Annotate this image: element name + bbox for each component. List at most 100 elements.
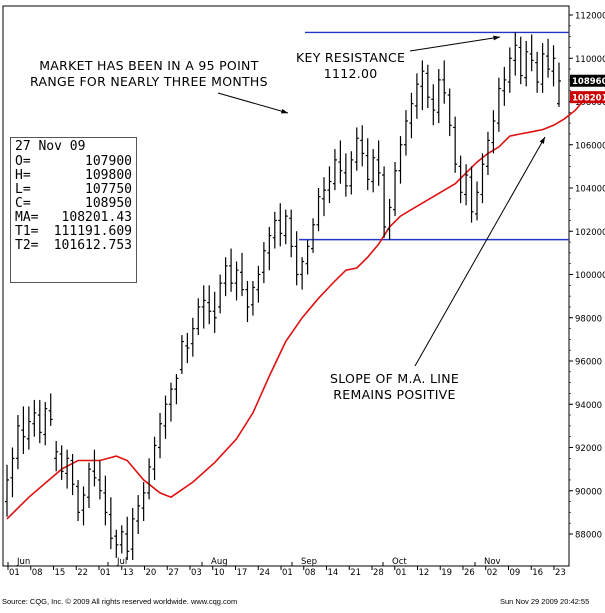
ohlc-bar xyxy=(229,248,234,292)
ohlc-bar xyxy=(114,529,119,558)
y-tick-label: 110000 xyxy=(575,55,605,65)
x-tick-label: 10 xyxy=(214,568,225,578)
ohlc-value: 101612.753 xyxy=(53,238,132,253)
ohlc-bar xyxy=(152,436,157,480)
ohlc-bar xyxy=(420,60,425,111)
ohlc-bar xyxy=(256,265,261,303)
ohlc-bar xyxy=(343,153,348,197)
y-tick-label: 112000 xyxy=(575,12,605,22)
ohlc-bar xyxy=(48,393,53,426)
ohlc-bar xyxy=(174,373,179,405)
ohlc-bar xyxy=(26,406,31,450)
ohlc-bar xyxy=(190,317,195,357)
x-tick-label: 01 xyxy=(9,568,20,578)
ohlc-bar xyxy=(321,177,326,217)
ohlc-bar xyxy=(125,516,130,560)
ohlc-bar xyxy=(464,164,469,206)
ohlc-bar xyxy=(108,497,113,550)
ohlc-bar xyxy=(393,162,398,217)
ohlc-bar xyxy=(261,242,266,284)
annotation-key-resistance: KEY RESISTANCE 1112.00 xyxy=(296,50,406,81)
y-tick-label: 98000 xyxy=(575,314,602,324)
x-tick-label: 14 xyxy=(328,568,339,578)
ohlc-bar xyxy=(272,211,277,249)
x-tick-label: 27 xyxy=(168,568,179,578)
ohlc-bar xyxy=(240,252,245,297)
ohlc-bar xyxy=(513,32,518,76)
ohlc-value: 107750 xyxy=(85,182,132,197)
y-tick-label: 100000 xyxy=(575,271,605,281)
ohlc-bar xyxy=(278,203,283,247)
ohlc-bar xyxy=(496,77,501,132)
ohlc-bar xyxy=(207,285,212,325)
price-label-box xyxy=(570,91,605,104)
month-label: Aug xyxy=(211,557,228,567)
ohlc-bar xyxy=(92,449,97,487)
ohlc-bar xyxy=(59,445,64,480)
ohlc-bar xyxy=(119,525,124,554)
x-tick-label: 17 xyxy=(237,568,248,578)
y-tick-label: 94000 xyxy=(575,401,602,411)
ohlc-bar xyxy=(485,131,490,176)
ohlc-bar xyxy=(245,280,250,323)
x-tick-label: 08 xyxy=(305,568,316,578)
ohlc-row-close: C= 108950 xyxy=(11,197,136,211)
plot-area xyxy=(2,5,570,567)
moving-average-line xyxy=(6,96,587,520)
ohlc-bar xyxy=(305,239,310,275)
y-tick-label: 106000 xyxy=(575,141,605,151)
ohlc-label: H= xyxy=(15,168,31,183)
ohlc-bar xyxy=(425,64,430,108)
ohlc-bar xyxy=(223,257,228,297)
ohlc-bar xyxy=(81,486,86,526)
ohlc-bar xyxy=(403,110,408,156)
month-label: Nov xyxy=(484,557,501,567)
key-resistance-arrow xyxy=(409,36,501,52)
x-tick-label: 28 xyxy=(373,568,384,578)
ohlc-bar xyxy=(76,479,81,522)
ohlc-bar xyxy=(158,412,163,459)
ohlc-bar xyxy=(338,140,343,184)
ohlc-bar xyxy=(5,464,9,517)
annotation-slope: SLOPE OF M.A. LINE REMAINS POSITIVE xyxy=(330,371,460,402)
ohlc-bar xyxy=(409,92,414,139)
ohlc-bar xyxy=(551,45,556,87)
y-tick-label: 104000 xyxy=(575,185,605,195)
ohlc-bar xyxy=(535,51,540,93)
ohlc-bar xyxy=(43,402,48,446)
ohlc-label: O= xyxy=(15,154,31,169)
ohlc-bar xyxy=(349,151,354,195)
ohlc-bar xyxy=(179,335,184,374)
ohlc-bar xyxy=(250,280,255,316)
ohlc-bar xyxy=(70,453,75,496)
month-label: Jul xyxy=(116,557,127,567)
market-range-arrow xyxy=(217,92,289,114)
ohlc-bar xyxy=(507,47,512,93)
ohlc-label: T2= xyxy=(15,238,39,253)
x-tick-label: 01 xyxy=(282,568,293,578)
key-resistance-arrow-head xyxy=(493,35,500,41)
ohlc-bar xyxy=(168,382,173,422)
ohlc-bar xyxy=(382,166,387,238)
ohlc-bar xyxy=(529,34,534,72)
month-label: Oct xyxy=(392,557,407,567)
ohlc-bar xyxy=(65,449,70,489)
ohlc-bar xyxy=(431,84,436,126)
ohlc-bar xyxy=(469,166,474,223)
ohlc-bar xyxy=(147,458,152,500)
ohlc-info-box: 27 Nov 09 O= 107900 H= 109800 L= 107750 C= 1… xyxy=(10,137,137,283)
price-label-box xyxy=(570,74,605,87)
ohlc-bar xyxy=(130,508,135,560)
ohlc-bar xyxy=(458,155,463,204)
ohlc-bar xyxy=(15,415,20,470)
market-range-arrow-head xyxy=(281,108,288,114)
annotation-market-range: MARKET HAS BEEN IN A 95 POINT RANGE FOR … xyxy=(30,58,268,89)
ohlc-bar xyxy=(371,149,376,193)
ohlc-value: 111191.609 xyxy=(53,224,132,239)
ohlc-bar xyxy=(218,274,223,314)
ohlc-bar xyxy=(283,209,288,245)
ohlc-bar xyxy=(447,88,452,137)
ohlc-bar xyxy=(398,136,403,184)
y-tick-label: 96000 xyxy=(575,358,602,368)
